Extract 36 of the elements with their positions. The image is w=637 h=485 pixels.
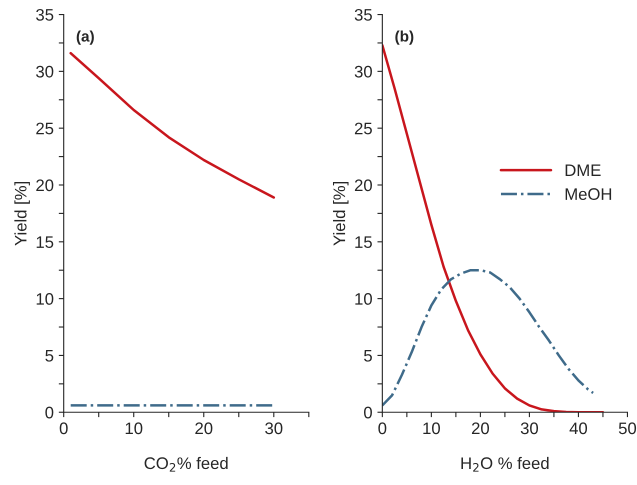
y-tick-label: 35 <box>36 8 54 21</box>
y-tick-label: 10 <box>36 293 54 305</box>
y-tick-label: 10 <box>355 293 372 305</box>
y-tick-label: 25 <box>36 122 54 134</box>
x-tick-label: 0 <box>378 422 386 434</box>
x-tick-label: 20 <box>472 422 489 434</box>
y-axis-title: Yield [%] <box>332 182 349 246</box>
y-tick-label: 0 <box>364 406 372 418</box>
x-tick-label: 40 <box>570 422 588 434</box>
legend-label: MeOH <box>566 188 612 200</box>
y-tick-label: 30 <box>354 66 372 78</box>
y-tick-label: 15 <box>355 236 372 248</box>
annotation: (b) <box>395 30 414 45</box>
x-tick-label: 30 <box>265 422 282 434</box>
y-tick-label: 20 <box>354 179 372 192</box>
y-tick-label: 30 <box>36 66 54 78</box>
y-tick-label: 35 <box>354 8 372 21</box>
y-axis-title: Yield [%] <box>14 182 30 246</box>
y-tick-label: 0 <box>45 406 54 418</box>
y-tick-label: 20 <box>36 179 54 192</box>
x-axis-title: CO$_{2}$% feed <box>144 456 228 472</box>
y-tick-label: 25 <box>354 122 372 134</box>
x-tick-label: 10 <box>126 422 142 434</box>
legend-label: DME <box>566 164 601 176</box>
y-tick-label: 5 <box>364 350 372 362</box>
x-tick-label: 30 <box>520 422 538 434</box>
x-tick-label: 20 <box>195 422 212 434</box>
x-tick-label: 10 <box>423 422 440 434</box>
x-axis-title: H$_{2}$O % feed <box>461 456 549 472</box>
y-tick-label: 15 <box>36 236 54 248</box>
line-series <box>382 268 594 407</box>
x-tick-label: 50 <box>618 422 636 434</box>
line-series <box>69 52 276 199</box>
x-tick-label: 0 <box>60 422 68 434</box>
annotation: (a) <box>76 30 94 45</box>
y-tick-label: 5 <box>45 350 54 362</box>
